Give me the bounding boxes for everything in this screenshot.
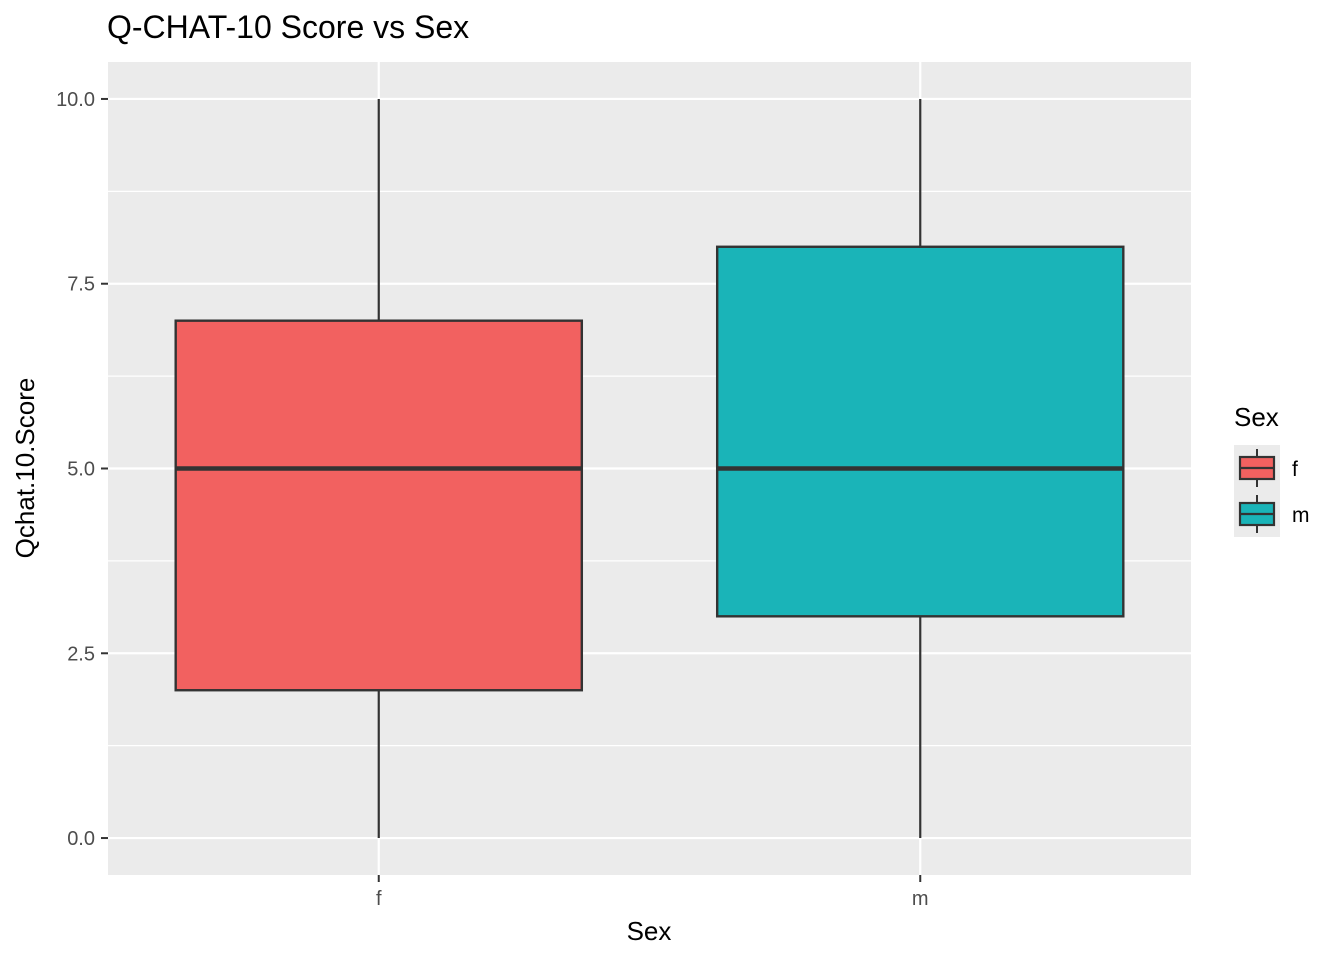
y-axis-title: Qchat.10.Score (10, 378, 40, 559)
x-tick-label: f (376, 888, 382, 910)
legend: Sex fm (1234, 402, 1310, 537)
y-axis-ticks: 0.0 2.5 5.0 7.5 10.0 (56, 89, 108, 850)
legend-label: m (1292, 504, 1310, 527)
y-tick-label: 0.0 (67, 828, 95, 850)
legend-label: f (1292, 458, 1298, 481)
legend-item-m: m (1234, 491, 1310, 537)
box-iqr (715, 245, 1125, 618)
y-tick-label: 2.5 (67, 643, 95, 665)
boxes (174, 98, 1125, 839)
box-m (715, 98, 1125, 839)
legend-item-f: f (1234, 445, 1298, 491)
box-iqr (174, 319, 584, 692)
x-axis-title: Sex (627, 916, 672, 946)
x-tick-label: m (912, 888, 929, 910)
legend-items: fm (1234, 445, 1310, 537)
y-tick-label: 10.0 (56, 89, 95, 111)
legend-title: Sex (1234, 402, 1279, 432)
y-tick-label: 7.5 (67, 274, 95, 296)
box-f (174, 98, 584, 839)
chart-title: Q-CHAT-10 Score vs Sex (107, 9, 469, 45)
y-tick-label: 5.0 (67, 459, 95, 481)
